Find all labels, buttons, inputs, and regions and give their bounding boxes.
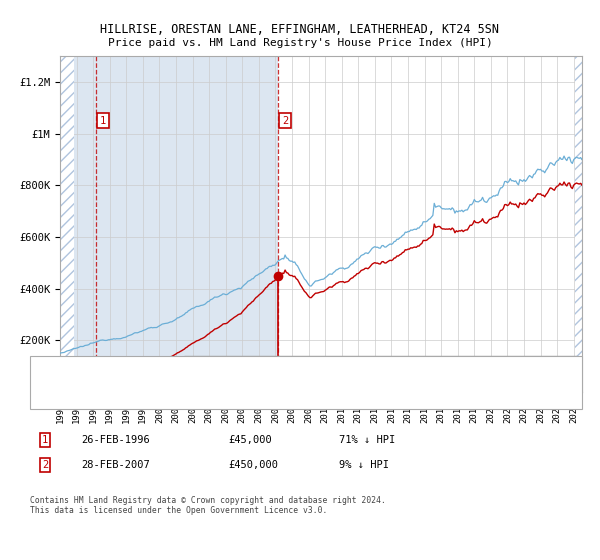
Text: ——: —— bbox=[39, 363, 54, 376]
Legend: HILLRISE, ORESTAN LANE, EFFINGHAM, LEATHERHEAD, KT24 5SN (detached house), HPI: : HILLRISE, ORESTAN LANE, EFFINGHAM, LEATH… bbox=[183, 356, 578, 385]
Text: ——: —— bbox=[39, 382, 54, 396]
Text: 1: 1 bbox=[100, 115, 106, 125]
Text: HILLRISE, ORESTAN LANE, EFFINGHAM, LEATHERHEAD, KT24 5SN (detached house): HILLRISE, ORESTAN LANE, EFFINGHAM, LEATH… bbox=[69, 365, 434, 374]
Text: Price paid vs. HM Land Registry's House Price Index (HPI): Price paid vs. HM Land Registry's House … bbox=[107, 38, 493, 48]
Text: 26-FEB-1996: 26-FEB-1996 bbox=[81, 435, 150, 445]
Bar bbox=[575, 56, 582, 392]
Text: £45,000: £45,000 bbox=[228, 435, 272, 445]
Text: 9% ↓ HPI: 9% ↓ HPI bbox=[339, 460, 389, 470]
Text: 2: 2 bbox=[42, 460, 48, 470]
Text: Contains HM Land Registry data © Crown copyright and database right 2024.
This d: Contains HM Land Registry data © Crown c… bbox=[30, 496, 386, 515]
Text: HILLRISE, ORESTAN LANE, EFFINGHAM, LEATHERHEAD, KT24 5SN: HILLRISE, ORESTAN LANE, EFFINGHAM, LEATH… bbox=[101, 24, 499, 36]
Text: £450,000: £450,000 bbox=[228, 460, 278, 470]
Text: HPI: Average price, detached house, Guildford: HPI: Average price, detached house, Guil… bbox=[69, 385, 294, 394]
Bar bbox=[60, 56, 74, 392]
Text: 1: 1 bbox=[42, 435, 48, 445]
Text: 71% ↓ HPI: 71% ↓ HPI bbox=[339, 435, 395, 445]
Text: 2: 2 bbox=[282, 115, 289, 125]
Bar bbox=[60, 56, 278, 392]
Text: 28-FEB-2007: 28-FEB-2007 bbox=[81, 460, 150, 470]
